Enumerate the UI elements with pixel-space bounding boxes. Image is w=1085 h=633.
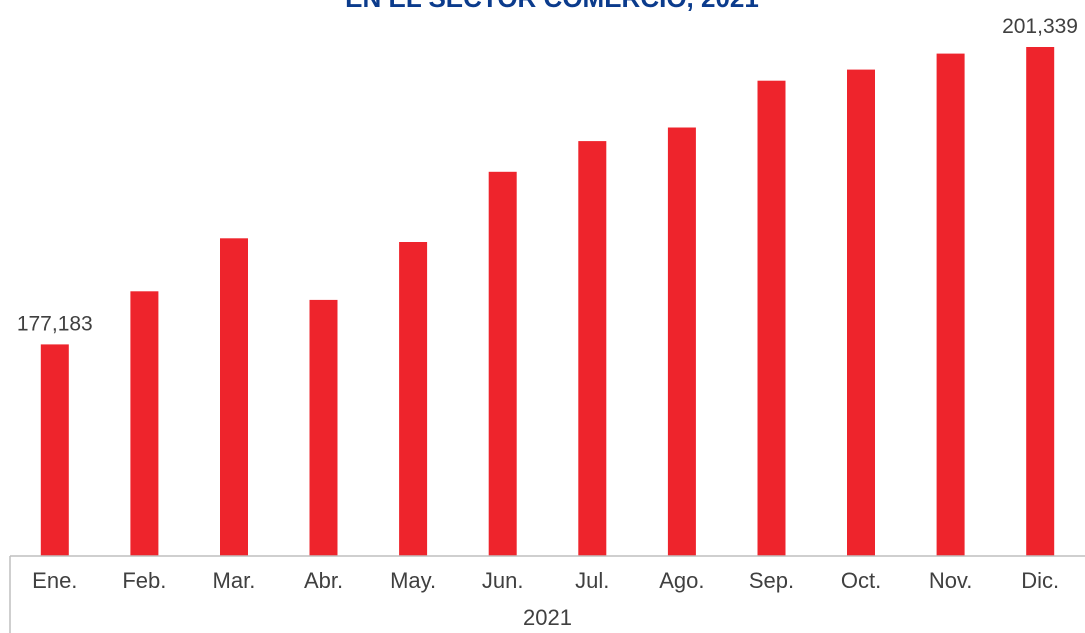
x-tick-label-sep: Sep.	[749, 568, 794, 593]
bar-jul	[578, 141, 607, 556]
data-label-dic: 201,339	[1002, 15, 1078, 38]
x-tick-label-jun: Jun.	[482, 568, 524, 593]
bar-abr	[309, 299, 338, 556]
x-tick-label-mar: Mar.	[213, 568, 256, 593]
x-tick-label-oct: Oct.	[841, 568, 881, 593]
x-tick-label-ene: Ene.	[32, 568, 77, 593]
bar-mar	[220, 238, 248, 557]
x-tick-label-feb: Feb.	[122, 568, 166, 593]
x-tick-label-jul: Jul.	[575, 568, 609, 593]
bar-sep	[757, 80, 786, 556]
x-tick-label-ago: Ago.	[659, 568, 704, 593]
bar-jun	[488, 171, 517, 557]
bar-nov	[936, 53, 965, 556]
bar-oct	[847, 69, 875, 556]
bar-ago	[667, 127, 696, 556]
chart-title: EN EL SECTOR COMERCIO, 2021	[345, 0, 759, 13]
x-tick-label-abr: Abr.	[304, 568, 343, 593]
bar-may	[399, 242, 428, 556]
data-labels-group: 177,183 201,339	[17, 15, 1078, 335]
bar-ene	[40, 344, 69, 556]
x-tick-label-dic: Dic.	[1021, 568, 1059, 593]
bar-feb	[130, 291, 159, 556]
data-label-ene: 177,183	[17, 312, 93, 335]
bars-group	[40, 47, 1055, 557]
bar-dic	[1026, 47, 1055, 556]
x-axis: Ene. Feb. Mar. Abr. May. Jun. Jul. Ago. Sep. Oct.…	[9, 555, 1085, 633]
x-group-label: 2021	[523, 605, 572, 630]
x-tick-label-may: May.	[390, 568, 436, 593]
x-tick-label-nov: Nov.	[929, 568, 973, 593]
